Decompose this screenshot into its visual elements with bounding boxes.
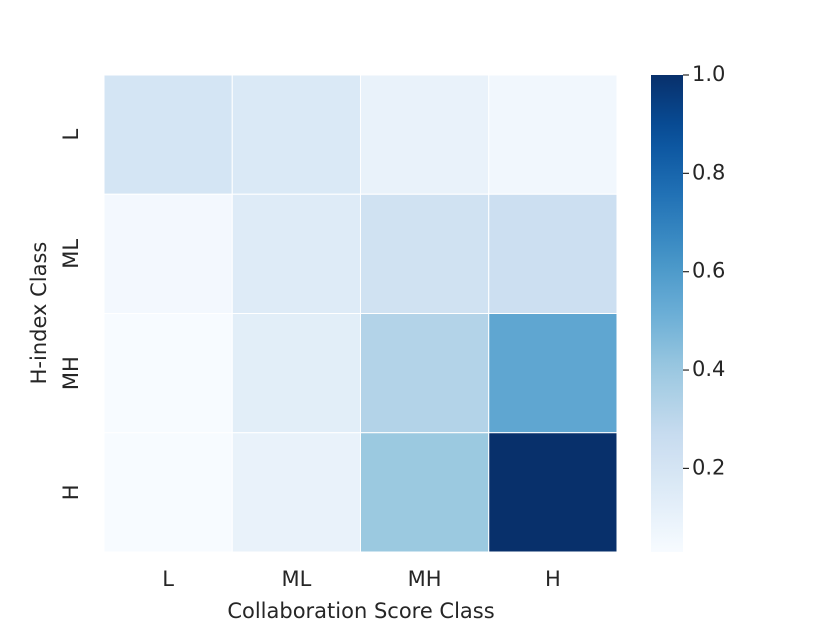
colorbar-tick-label: 0.4 <box>692 357 725 381</box>
heatmap-cell <box>103 74 233 195</box>
colorbar-tick-label: 0.8 <box>692 160 725 184</box>
heatmap-cell <box>488 313 618 434</box>
heatmap-cell <box>488 74 618 195</box>
heatmap-cell <box>103 432 233 553</box>
heatmap-cell <box>360 74 490 195</box>
y-tick-label: MH <box>59 356 83 390</box>
x-tick-label: ML <box>281 567 311 591</box>
heatmap-cell <box>231 193 361 314</box>
colorbar-tick-label: 0.2 <box>692 455 725 479</box>
y-tick-label: L <box>59 128 83 140</box>
heatmap-cell <box>231 313 361 434</box>
colorbar <box>651 75 683 552</box>
heatmap-cell <box>488 432 618 553</box>
x-tick-label: L <box>162 567 174 591</box>
heatmap-cell <box>103 313 233 434</box>
heatmap-cell <box>488 193 618 314</box>
y-tick-label: H <box>59 484 83 500</box>
colorbar-tick-label: 1.0 <box>692 62 725 86</box>
heatmap-cell <box>360 193 490 314</box>
heatmap-cell <box>231 74 361 195</box>
x-tick-label: H <box>545 567 561 591</box>
y-axis-label: H-index Class <box>27 242 51 385</box>
x-axis-label: Collaboration Score Class <box>227 599 494 623</box>
heatmap-cell <box>103 193 233 314</box>
colorbar-tick-label: 0.6 <box>692 259 725 283</box>
heatmap-cell <box>231 432 361 553</box>
y-tick-label: ML <box>59 239 83 269</box>
heatmap-cell <box>360 313 490 434</box>
heatmap-cell <box>360 432 490 553</box>
x-tick-label: MH <box>408 567 442 591</box>
